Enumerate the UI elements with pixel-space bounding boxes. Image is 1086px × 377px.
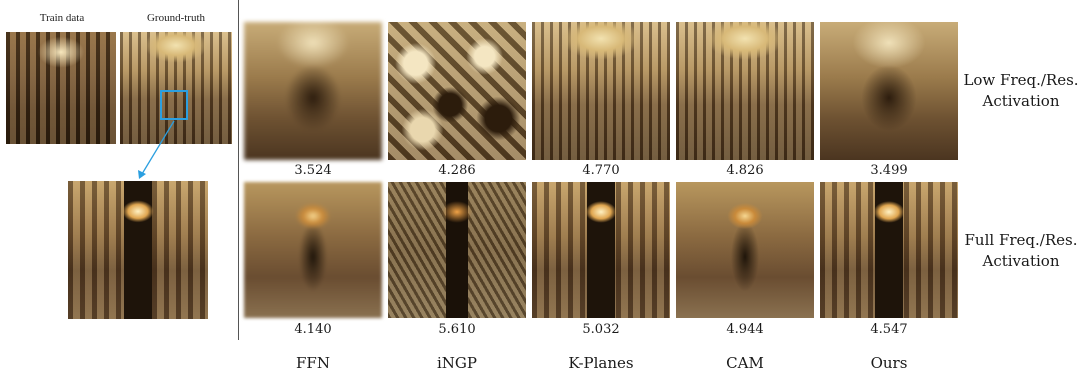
low-ingp-score: 4.286: [438, 163, 476, 178]
row-label-low: Low Freq./Res. Activation: [956, 70, 1086, 112]
low-ingp-image: [388, 22, 526, 160]
low-ffn-image: [244, 22, 382, 160]
low-kplanes-image: [532, 22, 670, 160]
full-kplanes-score: 5.032: [582, 322, 620, 337]
row-label-full: Full Freq./Res. Activation: [956, 230, 1086, 272]
ground-truth-crop-image: [68, 181, 208, 319]
full-ingp-image: [388, 182, 526, 318]
full-ingp-score: 5.610: [438, 322, 476, 337]
low-ffn-score: 3.524: [294, 163, 332, 178]
full-kplanes-image: [532, 182, 670, 318]
row-label-full-line2: Activation: [982, 252, 1060, 270]
method-label-ours: Ours: [870, 354, 908, 372]
low-cam-image: [676, 22, 814, 160]
full-ffn-score: 4.140: [294, 322, 332, 337]
full-cam-image: [676, 182, 814, 318]
low-kplanes-score: 4.770: [582, 163, 620, 178]
full-ffn-image: [244, 182, 382, 318]
row-label-low-line1: Low Freq./Res.: [963, 71, 1079, 89]
full-cam-score: 4.944: [726, 322, 764, 337]
train-data-image: [6, 32, 116, 144]
method-label-kplanes: K-Planes: [568, 354, 634, 372]
low-ours-score: 3.499: [870, 163, 908, 178]
ground-truth-label: Ground-truth: [146, 12, 206, 24]
method-label-cam: CAM: [726, 354, 764, 372]
full-ours-image: [820, 182, 958, 318]
row-label-full-line1: Full Freq./Res.: [964, 231, 1078, 249]
zoom-arrow: [138, 120, 175, 179]
panel-divider: [238, 0, 239, 340]
low-cam-score: 4.826: [726, 163, 764, 178]
low-ours-image: [820, 22, 958, 160]
method-label-ingp: iNGP: [437, 354, 477, 372]
train-data-label: Train data: [39, 12, 85, 24]
method-label-ffn: FFN: [296, 354, 330, 372]
zoom-region-box: [160, 90, 188, 120]
ground-truth-image: [120, 32, 232, 144]
full-ours-score: 4.547: [870, 322, 908, 337]
row-label-low-line2: Activation: [982, 92, 1060, 110]
